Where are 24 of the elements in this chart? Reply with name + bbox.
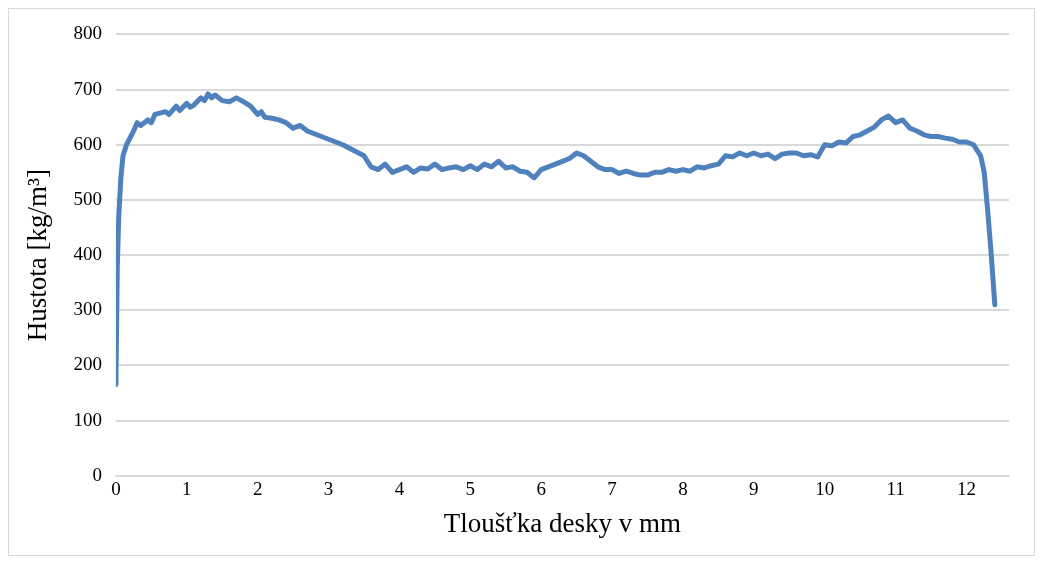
y-tick-label: 0 (92, 463, 102, 485)
x-tick-label: 5 (465, 478, 476, 500)
x-tick-label: 7 (607, 478, 617, 500)
x-tick-label: 12 (956, 478, 976, 500)
x-tick-label: 6 (536, 478, 546, 500)
x-tick-label: 3 (323, 478, 334, 500)
x-tick-label: 11 (886, 478, 905, 500)
y-tick-label: 300 (73, 298, 102, 320)
y-tick-label: 400 (73, 243, 102, 265)
y-tick-label: 500 (73, 187, 102, 209)
y-tick-label: 600 (73, 132, 102, 154)
y-tick-label: 100 (73, 408, 102, 430)
x-tick-label: 9 (749, 478, 759, 500)
x-tick-label: 8 (678, 478, 688, 500)
y-tick-label: 800 (73, 22, 102, 44)
y-tick-label: 200 (73, 353, 102, 375)
x-tick-label: 0 (111, 478, 121, 500)
y-axis-title: Hustota [kg/m³] (22, 168, 53, 342)
x-tick-label: 1 (182, 478, 192, 500)
x-tick-label: 10 (815, 478, 835, 500)
y-tick-label: 700 (73, 77, 102, 99)
x-axis-title: Tloušťka desky v mm (443, 507, 682, 538)
x-tick-label: 2 (252, 478, 263, 500)
x-tick-label: 4 (394, 478, 405, 500)
